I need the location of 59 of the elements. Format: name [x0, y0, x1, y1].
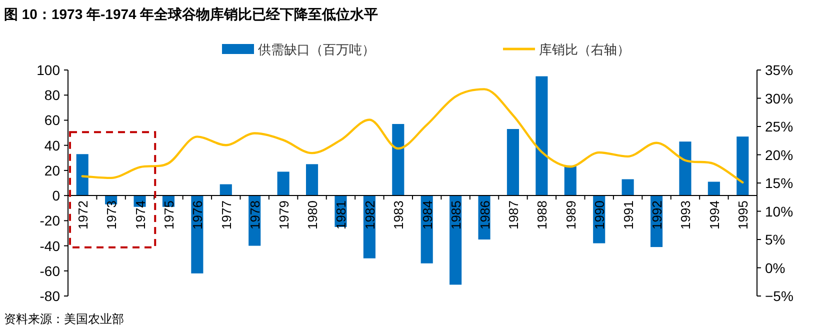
y2-tick-label: 30% [765, 90, 794, 106]
x-tick-label: 1984 [420, 200, 435, 230]
x-tick-label: 1988 [534, 200, 550, 230]
x-tick-label: 1981 [334, 200, 349, 230]
y-tick-label: -40 [40, 238, 60, 254]
bar [564, 165, 576, 196]
y-tick-label: 0 [52, 188, 60, 204]
y2-tick-label: 10% [765, 203, 794, 220]
y2-tick-label: 0% [765, 260, 786, 276]
x-tick-label: 1982 [362, 200, 378, 230]
bar [736, 136, 749, 196]
bar [506, 129, 520, 196]
x-tick-label: 1972 [75, 200, 90, 230]
y2-tick-label: −5% [765, 288, 794, 304]
x-tick-label: 1980 [305, 200, 320, 230]
x-tick-label: 1990 [592, 200, 608, 230]
bar [679, 142, 692, 196]
x-tick-label: 1975 [161, 200, 176, 230]
x-tick-label: 1974 [132, 200, 148, 230]
x-tick-label: 1973 [104, 200, 120, 230]
x-tick-label: 1991 [620, 200, 636, 230]
bar [277, 172, 290, 196]
bar [76, 154, 88, 196]
y-tick-label: -20 [40, 212, 60, 229]
bar [392, 124, 404, 196]
x-tick-label: 1978 [248, 200, 263, 230]
y2-tick-label: 25% [765, 118, 794, 134]
bar [622, 179, 634, 196]
y-tick-label: -80 [40, 288, 60, 304]
y-tick-label: 100 [36, 62, 60, 78]
chart-title: 图 10：1973 年-1974 年全球谷物库销比已经下降至低位水平 [4, 6, 378, 22]
y-tick-label: 40 [44, 137, 60, 154]
x-tick-label: 1994 [706, 200, 722, 230]
x-tick-label: 1987 [506, 200, 521, 230]
legend-label: 供需缺口（百万吨） [258, 42, 375, 57]
y-tick-label: 80 [44, 87, 60, 104]
x-tick-label: 1979 [276, 200, 292, 230]
y-tick-label: 60 [44, 112, 60, 128]
bar [536, 76, 548, 196]
x-tick-label: 1989 [563, 200, 578, 230]
x-tick-label: 1986 [477, 200, 492, 230]
bar [708, 182, 720, 196]
x-tick-label: 1992 [650, 200, 665, 230]
y2-tick-label: 20% [765, 146, 794, 163]
text: 资料来源：美国农业部 [4, 312, 124, 326]
x-tick-label: 1977 [218, 200, 234, 230]
x-tick-label: 1985 [448, 200, 464, 230]
x-tick-label: 1983 [391, 200, 406, 230]
x-tick-label: 1995 [736, 200, 751, 230]
bar [306, 164, 318, 196]
y2-tick-label: 5% [765, 232, 786, 248]
y2-tick-label: 35% [765, 62, 794, 78]
x-tick-label: 1976 [190, 200, 206, 230]
bar [220, 184, 232, 196]
y2-tick-label: 15% [765, 175, 794, 191]
y-tick-label: 20 [44, 162, 60, 178]
x-tick-label: 1993 [678, 200, 694, 230]
y-tick-label: -60 [40, 262, 60, 279]
legend-label: 库销比（右轴） [539, 42, 630, 57]
